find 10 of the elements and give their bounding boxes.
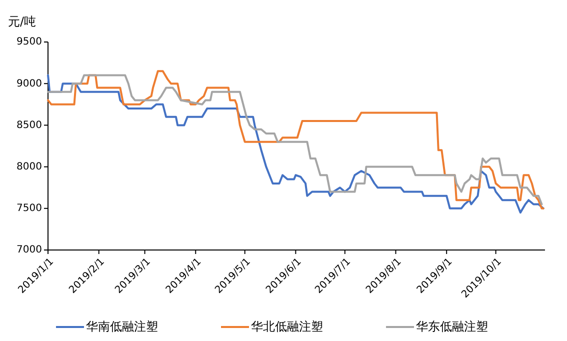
legend-label: 华南低融注塑 <box>86 319 158 334</box>
y-tick-label: 8000 <box>16 162 42 173</box>
y-tick-label: 8500 <box>16 120 42 131</box>
y-tick-label: 7000 <box>16 244 42 256</box>
y-tick-label: 7500 <box>16 203 42 214</box>
y-tick-label: 9000 <box>16 78 42 90</box>
legend-label: 华北低融注塑 <box>251 319 323 334</box>
y-tick-label: 9500 <box>16 36 42 48</box>
legend-label: 华东低融注塑 <box>416 319 488 334</box>
y-axis-title: 元/吨 <box>8 14 36 28</box>
